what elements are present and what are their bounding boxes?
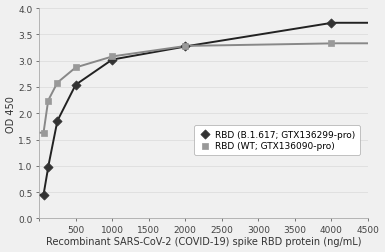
RBD (B.1.617; GTX136299-pro) [40,193,47,197]
RBD (WT; GTX136090-pro) [328,42,335,46]
RBD (WT; GTX136090-pro) [54,81,60,85]
RBD (B.1.617; GTX136299-pro) [54,120,60,124]
RBD (B.1.617; GTX136299-pro) [45,166,51,170]
RBD (WT; GTX136090-pro) [109,55,115,59]
Y-axis label: OD 450: OD 450 [5,96,15,132]
RBD (WT; GTX136090-pro) [40,131,47,135]
RBD (B.1.617; GTX136299-pro) [328,22,335,26]
RBD (B.1.617; GTX136299-pro) [109,58,115,62]
RBD (B.1.617; GTX136299-pro) [182,45,188,49]
RBD (WT; GTX136090-pro) [72,66,79,70]
Legend: RBD (B.1.617; GTX136299-pro), RBD (WT; GTX136090-pro): RBD (B.1.617; GTX136299-pro), RBD (WT; G… [194,126,360,155]
RBD (WT; GTX136090-pro) [182,45,188,49]
RBD (WT; GTX136090-pro) [45,99,51,103]
RBD (B.1.617; GTX136299-pro) [72,83,79,87]
X-axis label: Recombinant SARS-CoV-2 (COVID-19) spike RBD protein (ng/mL): Recombinant SARS-CoV-2 (COVID-19) spike … [46,237,361,246]
